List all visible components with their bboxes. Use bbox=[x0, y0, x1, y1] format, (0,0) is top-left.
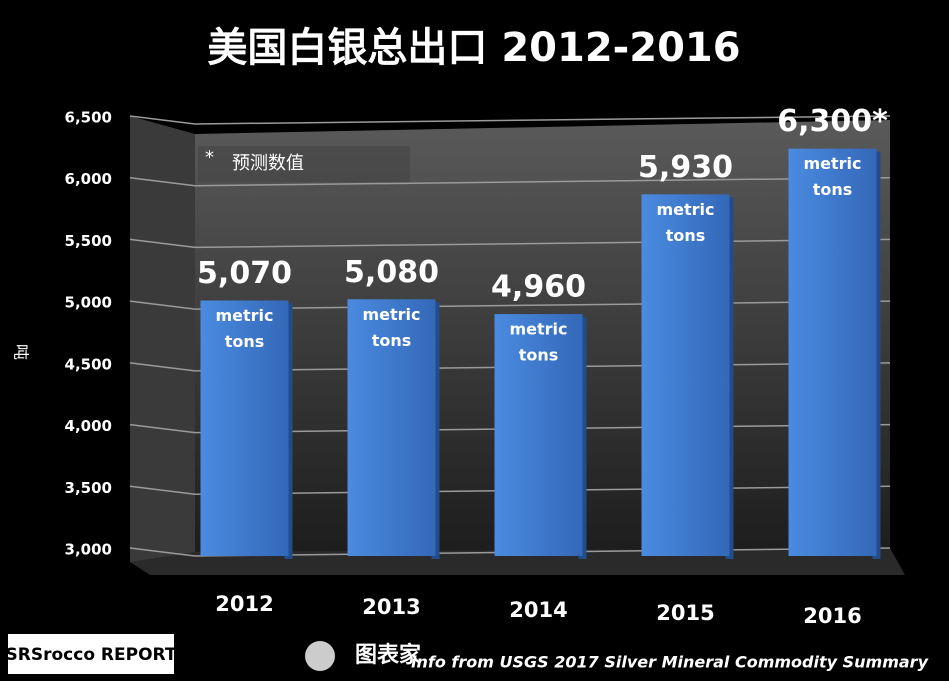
x-tick-label: 2016 bbox=[803, 604, 861, 628]
logo: SRSrocco REPORT bbox=[6, 645, 177, 665]
bar-text: metric bbox=[656, 200, 714, 219]
note-box bbox=[198, 146, 410, 182]
grid-line bbox=[129, 115, 196, 125]
bar bbox=[641, 194, 730, 556]
x-tick-label: 2013 bbox=[362, 595, 420, 619]
grid-line bbox=[129, 423, 196, 434]
value-label: 4,960 bbox=[491, 270, 586, 305]
grid-line bbox=[129, 547, 196, 557]
x-tick-label: 2012 bbox=[215, 592, 273, 616]
grid-line bbox=[194, 238, 891, 249]
grid-line bbox=[129, 485, 196, 496]
bar-text: metric bbox=[215, 306, 273, 325]
y-tick-label: 5,000 bbox=[65, 294, 112, 312]
x-tick-label: 2014 bbox=[509, 598, 567, 622]
bar bbox=[788, 148, 877, 556]
x-tick-label: 2015 bbox=[656, 601, 714, 625]
value-label: 5,930 bbox=[638, 150, 733, 185]
bar-text: tons bbox=[372, 331, 412, 350]
grid-line bbox=[194, 115, 891, 125]
bar-text: tons bbox=[813, 180, 853, 199]
logo-icon bbox=[305, 641, 335, 671]
y-tick-label: 3,500 bbox=[65, 479, 112, 497]
bar-text: tons bbox=[666, 226, 706, 245]
bar-text: tons bbox=[225, 332, 265, 351]
value-label: 5,080 bbox=[344, 255, 439, 290]
grid-line bbox=[129, 300, 196, 310]
logo-box bbox=[8, 634, 174, 674]
grid-line bbox=[129, 362, 196, 372]
value-label: 5,070 bbox=[197, 256, 292, 291]
logo: 图表家 bbox=[355, 642, 422, 668]
bar bbox=[494, 314, 583, 556]
grid-line bbox=[194, 300, 891, 310]
y-tick-label: 3,000 bbox=[65, 541, 112, 559]
y-tick-label: 6,000 bbox=[65, 170, 112, 188]
y-tick-label: 5,500 bbox=[65, 232, 112, 250]
bar bbox=[200, 300, 289, 556]
note: 预测数值 bbox=[232, 153, 304, 174]
grid-line bbox=[194, 176, 891, 187]
grid-line bbox=[129, 176, 196, 187]
value-label: 6,300* bbox=[777, 104, 888, 139]
bar bbox=[347, 299, 436, 556]
y-tick-label: 4,500 bbox=[65, 355, 112, 373]
grid-line bbox=[129, 238, 196, 249]
y-tick-label: 4,000 bbox=[65, 417, 112, 435]
y-axis-label: 吨 bbox=[12, 344, 31, 360]
y-tick-label: 6,500 bbox=[65, 109, 112, 127]
bar-text: metric bbox=[803, 154, 861, 173]
bar-text: metric bbox=[362, 305, 420, 324]
source: info from USGS 2017 Silver Mineral Commo… bbox=[411, 653, 929, 672]
note-marker: * bbox=[205, 147, 214, 168]
side-wall bbox=[130, 116, 195, 562]
chart-title: 美国白银总出口 2012-2016 bbox=[207, 25, 740, 71]
bar-text: tons bbox=[519, 346, 559, 365]
bar-text: metric bbox=[509, 320, 567, 339]
